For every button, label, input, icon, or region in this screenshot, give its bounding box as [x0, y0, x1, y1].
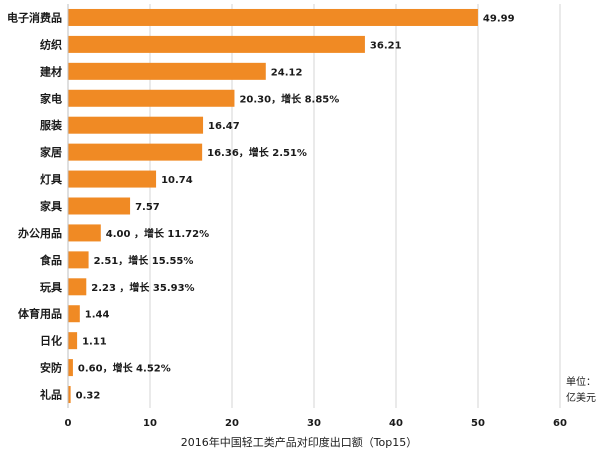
- x-tick-label: 20: [225, 418, 239, 429]
- value-label: 24.12: [271, 67, 303, 78]
- x-tick-label: 30: [307, 418, 321, 429]
- category-label: 服装: [40, 118, 62, 132]
- category-label: 礼品: [40, 388, 62, 402]
- value-label: 1.44: [85, 310, 110, 321]
- value-label: 4.00 ，增长 11.72%: [106, 227, 209, 240]
- value-label: 16.36，增长 2.51%: [207, 146, 307, 159]
- bar: [68, 197, 131, 215]
- value-label: 7.57: [135, 202, 160, 213]
- value-label: 16.47: [208, 121, 240, 132]
- chart-caption: 2016年中国轻工类产品对印度出口额（Top15）: [181, 435, 418, 449]
- category-label: 纺织: [40, 37, 62, 51]
- category-label: 灯具: [40, 172, 62, 186]
- bar: [68, 305, 80, 323]
- bar: [68, 62, 266, 80]
- bar: [68, 8, 478, 26]
- category-label: 办公用品: [18, 226, 62, 240]
- x-tick-label: 0: [65, 418, 72, 429]
- category-label: 建材: [40, 64, 62, 78]
- bar: [68, 359, 73, 377]
- bar: [68, 116, 204, 134]
- value-label: 10.74: [161, 175, 193, 186]
- category-label: 日化: [40, 334, 62, 348]
- x-axis-ticks: 0 10 20 30 40 50 60: [65, 418, 567, 429]
- bar: [68, 224, 101, 242]
- x-tick-label: 60: [553, 418, 567, 429]
- bars: [68, 8, 478, 404]
- value-label: 1.11: [82, 337, 107, 348]
- category-label: 玩具: [40, 281, 62, 294]
- bar: [68, 143, 203, 161]
- category-label: 食品: [40, 253, 62, 267]
- value-label: 20.30，增长 8.85%: [239, 92, 339, 105]
- category-label: 家居: [40, 145, 62, 159]
- bar: [68, 89, 235, 107]
- category-label: 体育用品: [18, 307, 62, 321]
- bar: [68, 278, 87, 296]
- value-label: 0.60，增长 4.52%: [78, 362, 171, 375]
- category-label: 家具: [40, 199, 62, 213]
- unit-label-line2: 亿美元: [566, 391, 596, 404]
- unit-label-line1: 单位：: [566, 375, 596, 388]
- bar: [68, 35, 365, 53]
- bar: [68, 386, 71, 404]
- bar: [68, 251, 89, 269]
- category-label: 电子消费品: [7, 10, 62, 24]
- x-tick-label: 40: [389, 418, 403, 429]
- value-label: 2.51，增长 15.55%: [94, 254, 194, 267]
- x-tick-label: 10: [143, 418, 157, 429]
- value-label: 49.99: [483, 13, 515, 24]
- category-label: 家电: [40, 91, 62, 105]
- category-label: 安防: [40, 361, 62, 375]
- value-label: 36.21: [370, 40, 402, 51]
- bar: [68, 332, 78, 350]
- x-tick-label: 50: [471, 418, 485, 429]
- bar: [68, 170, 157, 188]
- value-labels: 49.99 36.21 24.12 20.30，增长 8.85% 16.47 16.36，…: [76, 13, 515, 401]
- value-label: 0.32: [76, 391, 101, 402]
- value-label: 2.23 ，增长 35.93%: [91, 281, 194, 294]
